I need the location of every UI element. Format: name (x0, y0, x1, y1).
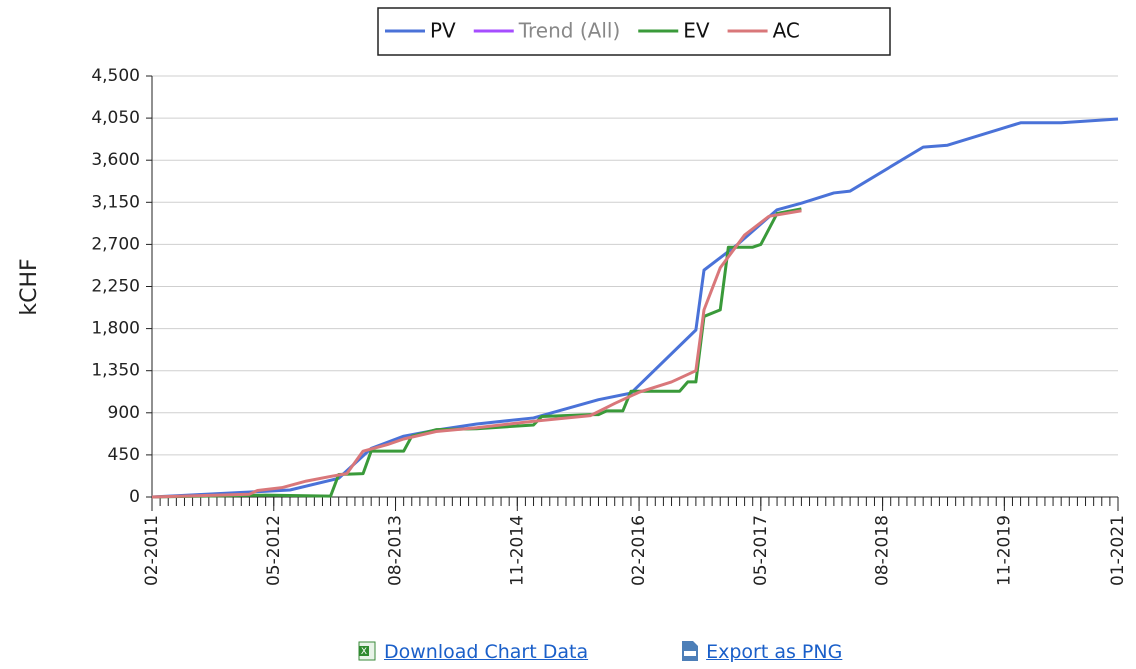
download-chart-data[interactable]: Download Chart Data (384, 641, 589, 663)
y-axis-label: kCHF (17, 258, 42, 315)
y-tick-label: 4,500 (91, 66, 140, 86)
x-tick-label: 01-2021 (1108, 515, 1128, 586)
legend-label: PV (430, 19, 456, 43)
legend-box (377, 7, 891, 56)
series-line (151, 117, 1119, 499)
legend-label: EV (683, 19, 710, 43)
x-tick-label: 11-2014 (507, 515, 527, 586)
x-tick-label: 08-2018 (873, 515, 893, 586)
y-tick-label: 900 (108, 403, 140, 423)
legend-label: Trend (All) (518, 19, 621, 43)
chart: kCHF 0 450 900 1,350 1,800 2,250 2,700 3,150 3,6… (17, 7, 1128, 586)
x-tick-label: 05-2017 (751, 515, 771, 586)
y-tick-label: 1,350 (91, 361, 140, 381)
x-tick-label: 02-2016 (629, 515, 649, 586)
legend-label: AC (773, 19, 800, 43)
download-link-wrap: X Download Chart Data (358, 640, 588, 663)
y-tick-label: 450 (108, 445, 140, 465)
x-tick-label: 05-2012 (264, 515, 284, 586)
y-tick-label: 1,800 (91, 319, 140, 339)
y-tick-label: 2,700 (91, 234, 140, 254)
x-tick-label: 08-2013 (386, 515, 406, 586)
series-line (151, 207, 802, 499)
y-tick-label: 3,150 (91, 192, 140, 212)
y-tick-label: 2,250 (91, 277, 140, 297)
y-tick-label: 3,600 (91, 150, 140, 170)
x-tick-label: 11-2019 (994, 515, 1014, 586)
x-tick-label: 02-2011 (142, 515, 162, 586)
svg-text:X: X (361, 647, 367, 657)
y-tick-label: 0 (129, 487, 140, 507)
export-png[interactable]: Export as PNG (706, 641, 843, 663)
y-tick-label: 4,050 (91, 108, 140, 128)
export-link-wrap: Export as PNG (680, 640, 842, 663)
links: X Download Chart Data Export as PNG (358, 640, 842, 663)
excel-icon: X (358, 641, 376, 661)
series-line (151, 209, 802, 499)
png-icon (682, 641, 699, 661)
